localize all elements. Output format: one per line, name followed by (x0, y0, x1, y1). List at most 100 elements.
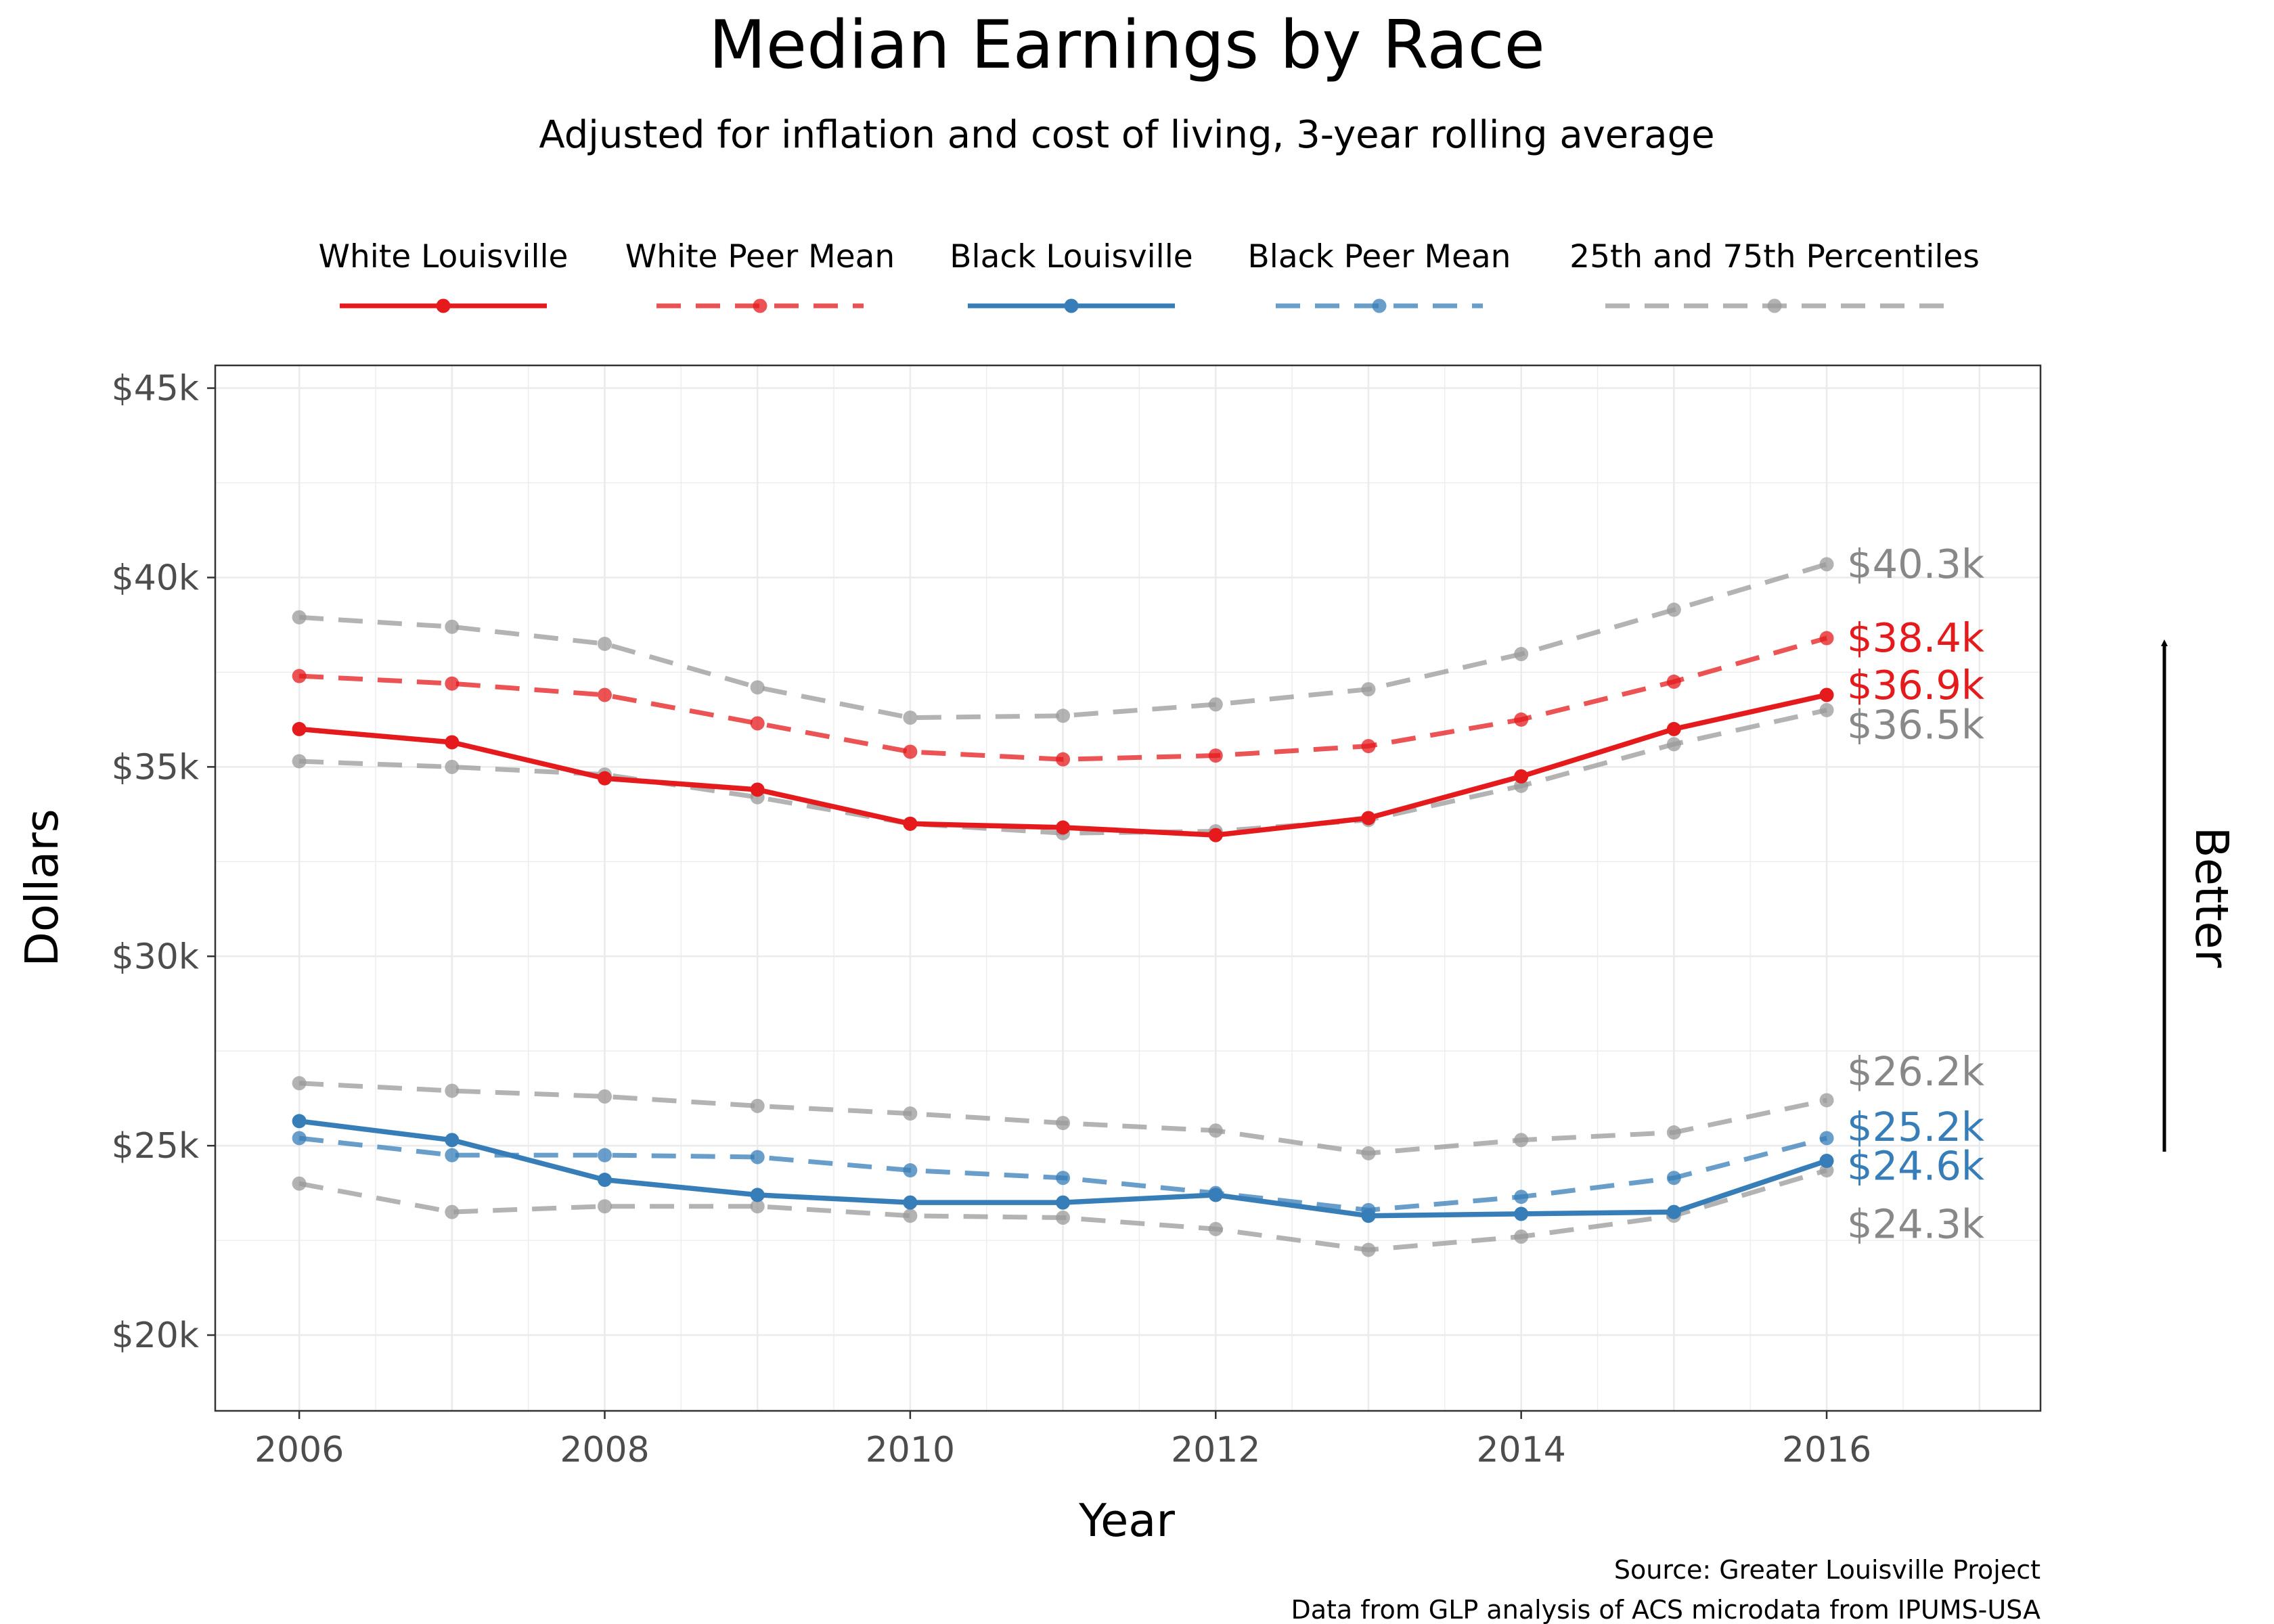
y-tick-label: $25k (112, 1126, 199, 1167)
data-point (1056, 1171, 1071, 1186)
series-black-75th-percentile (292, 1076, 1834, 1160)
x-tick-label: 2010 (866, 1430, 955, 1470)
data-point (903, 744, 918, 759)
legend-item: 25th and 75th Percentiles (1569, 238, 1980, 313)
data-point (1514, 1190, 1529, 1204)
end-labels: $40.3k $36.5k $26.2k $24.3k $38.4k $25.2k $36.… (1847, 541, 1984, 1248)
data-point (903, 1209, 918, 1223)
legend-label: Black Peer Mean (1248, 238, 1511, 275)
data-point (903, 1106, 918, 1121)
data-point (292, 1076, 307, 1091)
data-point (1208, 828, 1223, 842)
x-tick-label: 2016 (1782, 1430, 1871, 1470)
legend: White Louisville White Peer Mean Black Lou… (319, 238, 1980, 313)
data-point (1361, 1242, 1376, 1257)
data-point (1056, 1195, 1071, 1210)
data-point (445, 1133, 460, 1148)
legend-label: 25th and 75th Percentiles (1569, 238, 1980, 275)
y-tick-label: $30k (112, 937, 199, 977)
x-tick-label: 2012 (1171, 1430, 1260, 1470)
end-label-white-louisville: $36.9k (1847, 662, 1984, 708)
data-point (598, 1089, 612, 1104)
data-point (750, 1199, 765, 1214)
data-point (1666, 1204, 1681, 1219)
caption-data: Data from GLP analysis of ACS microdata … (1291, 1595, 2041, 1624)
data-point (292, 669, 307, 683)
data-point (1056, 1116, 1071, 1131)
data-point (1361, 1146, 1376, 1160)
data-point (445, 619, 460, 634)
data-point (292, 1176, 307, 1191)
data-point (1514, 1206, 1529, 1221)
data-point (750, 680, 765, 695)
data-point (292, 754, 307, 769)
data-point (445, 759, 460, 774)
end-label-white-peer-mean: $38.4k (1847, 614, 1984, 661)
data-point (1361, 682, 1376, 697)
data-point (1056, 820, 1071, 835)
data-point (292, 721, 307, 736)
data-point (903, 710, 918, 725)
data-point (750, 1188, 765, 1202)
better-annotation: Better (2185, 827, 2238, 968)
plot-panel (215, 365, 2041, 1411)
x-tick-label: 2008 (560, 1430, 649, 1470)
data-point (1514, 1133, 1529, 1148)
legend-key-point (1064, 298, 1079, 313)
x-axis-title: Year (1078, 1494, 1175, 1547)
data-point (1208, 748, 1223, 763)
data-point (1514, 647, 1529, 662)
series-black-peer-mean (292, 1131, 1834, 1217)
data-point (1361, 811, 1376, 826)
data-point (1056, 1211, 1071, 1225)
data-point (445, 1083, 460, 1098)
legend-item: Black Peer Mean (1248, 238, 1511, 313)
data-point (750, 716, 765, 731)
data-point (1514, 1230, 1529, 1244)
data-point (903, 1163, 918, 1178)
y-axis: $20k $25k $30k $35k $40k $45k (112, 369, 215, 1356)
data-point (598, 1199, 612, 1214)
data-point (445, 735, 460, 750)
data-point (292, 1114, 307, 1129)
data-point (1819, 702, 1834, 717)
legend-key-point (753, 298, 767, 313)
data-point (1361, 1209, 1376, 1223)
data-point (1666, 602, 1681, 617)
x-axis: 2006 2008 2010 2012 2014 2016 (254, 1411, 1871, 1470)
end-label-black-peer-mean: $25.2k (1847, 1104, 1984, 1150)
y-tick-label: $20k (112, 1315, 199, 1356)
data-point (1819, 631, 1834, 646)
end-label-black-75th-percentile: $26.2k (1847, 1048, 1984, 1095)
data-point (1514, 769, 1529, 784)
data-point (1208, 1221, 1223, 1236)
data-point (1666, 721, 1681, 736)
legend-key-point (436, 298, 451, 313)
data-point (1819, 1154, 1834, 1169)
data-point (903, 816, 918, 831)
data-point (598, 1148, 612, 1163)
data-point (292, 610, 307, 625)
data-point (1208, 697, 1223, 712)
data-point (445, 1204, 460, 1219)
legend-label: White Louisville (319, 238, 568, 275)
y-tick-label: $40k (112, 558, 199, 598)
data-point (750, 782, 765, 797)
plot-border (214, 364, 2042, 1412)
series-white-peer-mean (292, 631, 1834, 767)
data-point (750, 1150, 765, 1165)
data-point (598, 771, 612, 786)
data-point (1819, 1093, 1834, 1108)
legend-item: Black Louisville (950, 238, 1193, 313)
caption-source: Source: Greater Louisville Project (1614, 1555, 2041, 1585)
data-point (903, 1195, 918, 1210)
data-point (598, 636, 612, 651)
data-point (1666, 737, 1681, 752)
data-point (1819, 1131, 1834, 1146)
end-label-white-75th-percentile: $40.3k (1847, 541, 1984, 587)
data-point (1666, 1171, 1681, 1186)
legend-label: Black Louisville (950, 238, 1192, 275)
series-white-75th-percentile (292, 557, 1834, 725)
data-point (1666, 674, 1681, 689)
